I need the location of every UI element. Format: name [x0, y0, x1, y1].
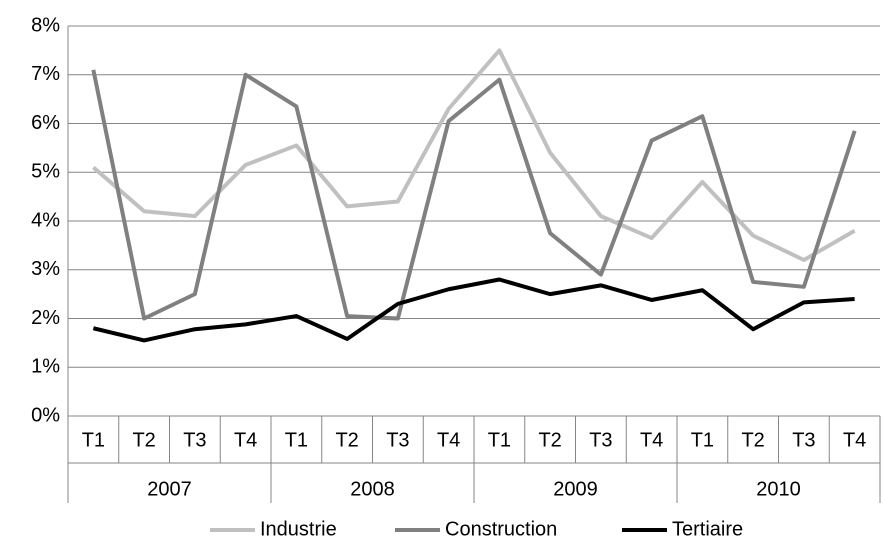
y-tick-label: 4%: [31, 209, 60, 231]
x-group-label: 2010: [756, 478, 801, 500]
series-line: [92, 48, 856, 262]
x-tick-label: T4: [640, 429, 663, 451]
x-group-label: 2008: [350, 478, 395, 500]
x-tick-label: T3: [183, 429, 206, 451]
legend-label: Industrie: [260, 518, 337, 540]
y-tick-label: 7%: [31, 63, 60, 85]
x-tick-label: T2: [335, 429, 358, 451]
y-tick-label: 6%: [31, 112, 60, 134]
x-tick-label: T1: [691, 429, 714, 451]
x-tick-label: T3: [792, 429, 815, 451]
x-tick-label: T3: [386, 429, 409, 451]
x-tick-label: T1: [488, 429, 511, 451]
x-tick-label: T2: [132, 429, 155, 451]
series-line: [91, 69, 857, 321]
series-line: [92, 277, 855, 343]
y-tick-label: 3%: [31, 258, 60, 280]
x-group-label: 2009: [553, 478, 598, 500]
x-tick-label: T4: [234, 429, 257, 451]
x-group-label: 2007: [147, 478, 192, 500]
y-tick-label: 8%: [31, 14, 60, 36]
x-tick-label: T1: [82, 429, 105, 451]
x-tick-label: T3: [589, 429, 612, 451]
x-tick-label: T1: [285, 429, 308, 451]
y-tick-label: 0%: [31, 404, 60, 426]
y-tick-label: 5%: [31, 161, 60, 183]
y-tick-label: 2%: [31, 307, 60, 329]
y-tick-label: 1%: [31, 356, 60, 378]
legend-label: Construction: [445, 518, 557, 540]
x-tick-label: T4: [437, 429, 460, 451]
x-tick-label: T2: [538, 429, 561, 451]
legend-label: Tertiaire: [672, 518, 743, 540]
x-tick-label: T2: [741, 429, 764, 451]
x-tick-label: T4: [843, 429, 866, 451]
